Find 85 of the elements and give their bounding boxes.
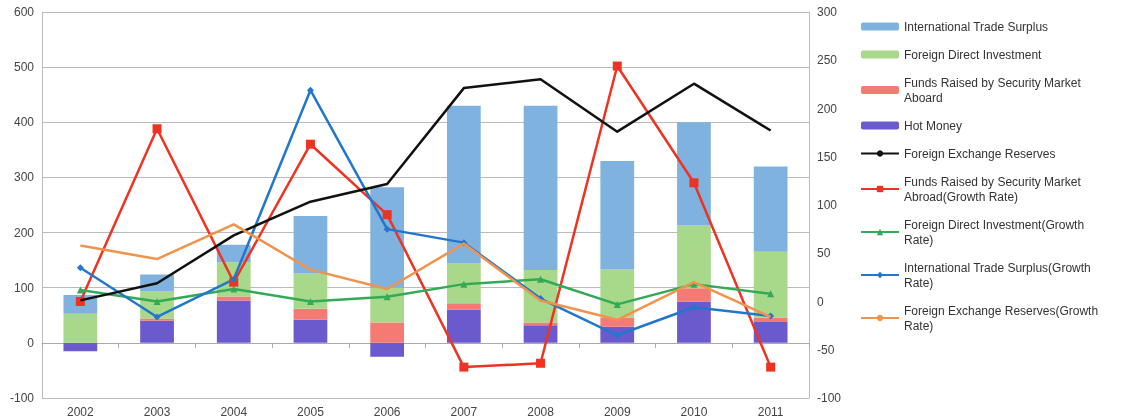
- point: [305, 139, 315, 149]
- bar: [293, 216, 328, 274]
- x-tick-label: 2004: [220, 405, 248, 418]
- x-tick-label: 2006: [373, 405, 401, 418]
- y2-tick-label: 0: [817, 294, 824, 309]
- point: [306, 86, 314, 94]
- y2-tick-label: 150: [817, 149, 838, 164]
- bar: [523, 325, 558, 343]
- point: [230, 275, 238, 283]
- bar: [140, 320, 174, 343]
- legend-label: International Trade Surplus(Growth Rate): [904, 260, 1095, 290]
- bar: [677, 122, 711, 226]
- y-tick-label: 200: [13, 225, 35, 240]
- line-series: [79, 223, 772, 322]
- y-tick-label: 600: [13, 5, 35, 19]
- point: [537, 275, 545, 283]
- y2-tick-label: 300: [817, 5, 838, 19]
- point: [382, 210, 392, 220]
- bar: [677, 301, 711, 343]
- y-tick-label: 500: [13, 60, 35, 75]
- bar: [753, 317, 788, 322]
- bar: [370, 342, 405, 357]
- point: [153, 298, 161, 305]
- x-tick-label: 2009: [603, 405, 631, 418]
- x-tick-label: 2010: [680, 405, 708, 418]
- point: [612, 61, 622, 71]
- bar: [216, 300, 251, 343]
- bar: [446, 105, 481, 263]
- point: [383, 293, 391, 301]
- point: [460, 280, 468, 288]
- bar: [677, 288, 711, 302]
- point: [76, 264, 84, 272]
- point: [766, 362, 776, 372]
- x-tick-label: 2008: [527, 405, 555, 418]
- x-tick-label: 2002: [67, 405, 95, 418]
- x-tick-label: 2003: [143, 405, 171, 418]
- bar: [523, 105, 558, 271]
- y-tick-label: 300: [13, 170, 35, 185]
- point: [690, 303, 698, 311]
- bar: [63, 313, 98, 343]
- legend-label: Funds Raised by Security Market Abroad(Growth Rate): [904, 174, 1085, 204]
- y2-tick-label: -50: [817, 342, 835, 357]
- point: [306, 298, 314, 305]
- y2-tick-label: 250: [817, 53, 838, 68]
- point: [459, 362, 469, 372]
- y2-tick-label: 50: [817, 246, 831, 261]
- legend-label: Foreign Direct Investment(Growth Rate): [904, 217, 1088, 247]
- y-tick-label: 400: [13, 115, 35, 130]
- legend-label: Funds Raised by Security Market Aboard: [904, 75, 1085, 105]
- legend-label: Foreign Exchange Reserves(Growth Rate): [904, 303, 1102, 333]
- bar: [293, 319, 328, 343]
- point: [613, 300, 621, 308]
- point: [153, 313, 161, 321]
- y-tick-label: -100: [9, 391, 35, 405]
- bar: [523, 322, 558, 326]
- bar: [677, 225, 711, 289]
- bar: [600, 160, 635, 270]
- y2-tick-label: -100: [817, 391, 842, 405]
- y2-tick-label: 100: [817, 198, 838, 212]
- bar: [293, 308, 328, 320]
- bar: [370, 322, 405, 343]
- x-tick-label: 2005: [297, 405, 325, 418]
- bar: [753, 166, 788, 252]
- y2-tick-label: 200: [817, 101, 838, 116]
- bar: [293, 273, 328, 309]
- x-tick-label: 2011: [757, 405, 784, 418]
- bar: [446, 303, 481, 310]
- point: [536, 358, 546, 368]
- bar: [446, 262, 481, 304]
- bar: [446, 309, 481, 343]
- point: [383, 225, 391, 233]
- bar: [63, 342, 98, 352]
- legend-label: Foreign Direct Investment: [904, 47, 1043, 62]
- point: [613, 331, 621, 339]
- bar: [753, 321, 788, 343]
- y-tick-label: 100: [13, 280, 35, 295]
- point: [152, 124, 162, 134]
- bar: [753, 251, 788, 318]
- bar: [370, 287, 405, 323]
- x-tick-label: 2007: [450, 405, 478, 418]
- legend-label: International Trade Surplus: [904, 19, 1049, 34]
- legend-label: Foreign Exchange Reserves: [904, 146, 1056, 161]
- y-tick-label: 0: [27, 335, 35, 350]
- legend-label: Hot Money: [904, 118, 963, 133]
- point: [689, 178, 699, 188]
